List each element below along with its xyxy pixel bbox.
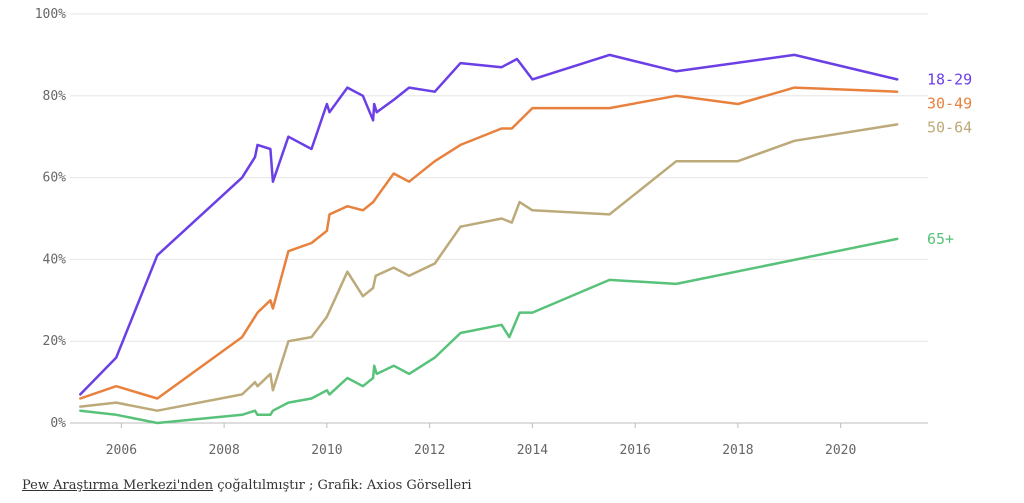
y-tick-label-60: 60% (43, 171, 67, 186)
grid: 0% 20% 40% 60% 80% 100% (35, 7, 928, 431)
series-label-65+: 65+ (927, 230, 954, 248)
series-label-50-64: 50-64 (927, 118, 972, 136)
y-tick-label-20: 20% (43, 334, 67, 349)
y-tick-label-40: 40% (43, 252, 67, 267)
line-chart: 0%20%40%60%80%100% 2006 2008 2010 2012 2014 2… (35, 7, 972, 458)
source-credit: Pew Araştırma Merkezi'nden çoğaltılmıştı… (22, 478, 472, 493)
x-tick-label-2016: 2016 (619, 443, 650, 458)
series-label-18-29: 18-29 (927, 70, 972, 88)
y-tick-label-80: 80% (43, 89, 67, 104)
series-line-65+ (79, 237, 899, 425)
series-label-30-49: 30-49 (927, 94, 972, 112)
x-tick-label-2018: 2018 (722, 443, 753, 458)
x-axis: 2006 2008 2010 2012 2014 2016 2018 2020 (70, 422, 928, 458)
series-line-50-64 (79, 123, 899, 412)
y-tick-label-0: 0% (50, 416, 66, 431)
x-tick-label-2012: 2012 (414, 443, 445, 458)
source-link[interactable]: Pew Araştırma Merkezi'nden (22, 478, 214, 493)
x-tick-label-2008: 2008 (208, 443, 239, 458)
x-tick-label-2020: 2020 (825, 443, 856, 458)
series-line-30-49 (79, 86, 899, 400)
x-tick-label-2006: 2006 (106, 443, 137, 458)
y-tick-label-100: 100% (35, 7, 66, 22)
series-lines (79, 53, 899, 425)
series-labels: 18-29 30-49 50-64 65+ (927, 70, 972, 248)
x-tick-label-2010: 2010 (311, 443, 342, 458)
source-text: çoğaltılmıştır ; Grafik: Axios Görseller… (213, 478, 472, 493)
x-tick-label-2014: 2014 (517, 443, 548, 458)
series-line-18-29 (79, 53, 899, 396)
